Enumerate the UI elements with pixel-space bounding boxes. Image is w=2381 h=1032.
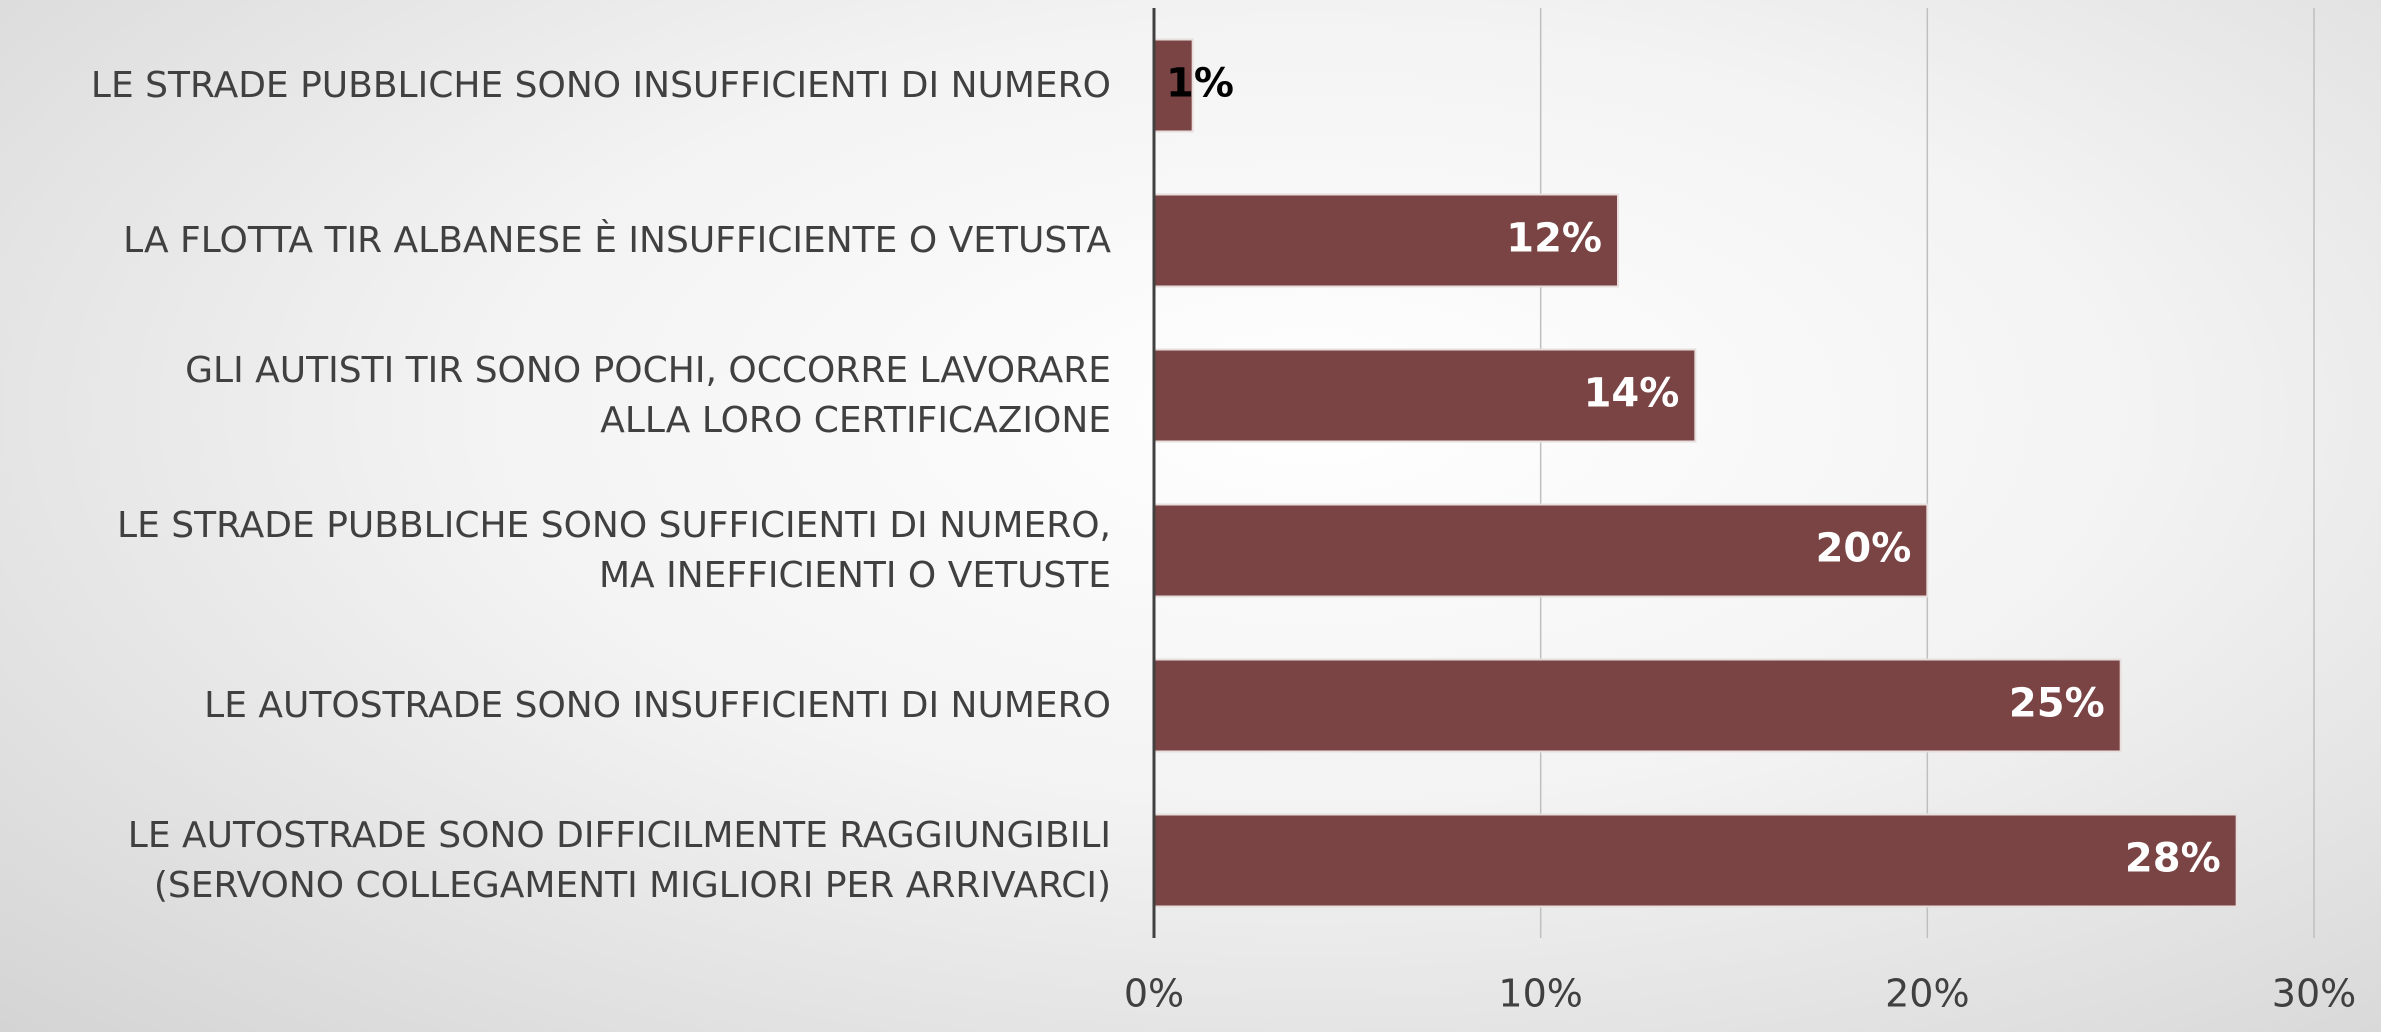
bar bbox=[1153, 813, 2238, 908]
bar bbox=[1153, 193, 1619, 288]
category-label: LE STRADE PUBBLICHE SONO SUFFICIENTI DI … bbox=[117, 504, 1111, 596]
data-label: 12% bbox=[1506, 216, 1602, 262]
category-label: LE AUTOSTRADE SONO INSUFFICIENTI DI NUME… bbox=[204, 684, 1111, 726]
x-tick-label: 10% bbox=[1498, 972, 1582, 1016]
data-label: 25% bbox=[2009, 681, 2105, 727]
bar bbox=[1153, 658, 2122, 753]
data-label: 14% bbox=[1584, 371, 1680, 417]
category-label: LE STRADE PUBBLICHE SONO INSUFFICIENTI D… bbox=[90, 64, 1111, 106]
bar bbox=[1153, 348, 1697, 443]
data-label: 28% bbox=[2125, 836, 2221, 882]
x-tick-label: 30% bbox=[2272, 972, 2356, 1016]
category-label: LE AUTOSTRADE SONO DIFFICILMENTE RAGGIUN… bbox=[127, 814, 1111, 906]
x-tick-label: 20% bbox=[1885, 972, 1969, 1016]
x-tick-label: 0% bbox=[1124, 972, 1184, 1016]
data-label: 1% bbox=[1166, 61, 1234, 107]
category-label: GLI AUTISTI TIR SONO POCHI, OCCORRE LAVO… bbox=[185, 349, 1111, 441]
bar bbox=[1153, 503, 1929, 598]
category-label: LA FLOTTA TIR ALBANESE È INSUFFICIENTE O… bbox=[123, 219, 1111, 261]
data-label: 20% bbox=[1816, 526, 1912, 572]
